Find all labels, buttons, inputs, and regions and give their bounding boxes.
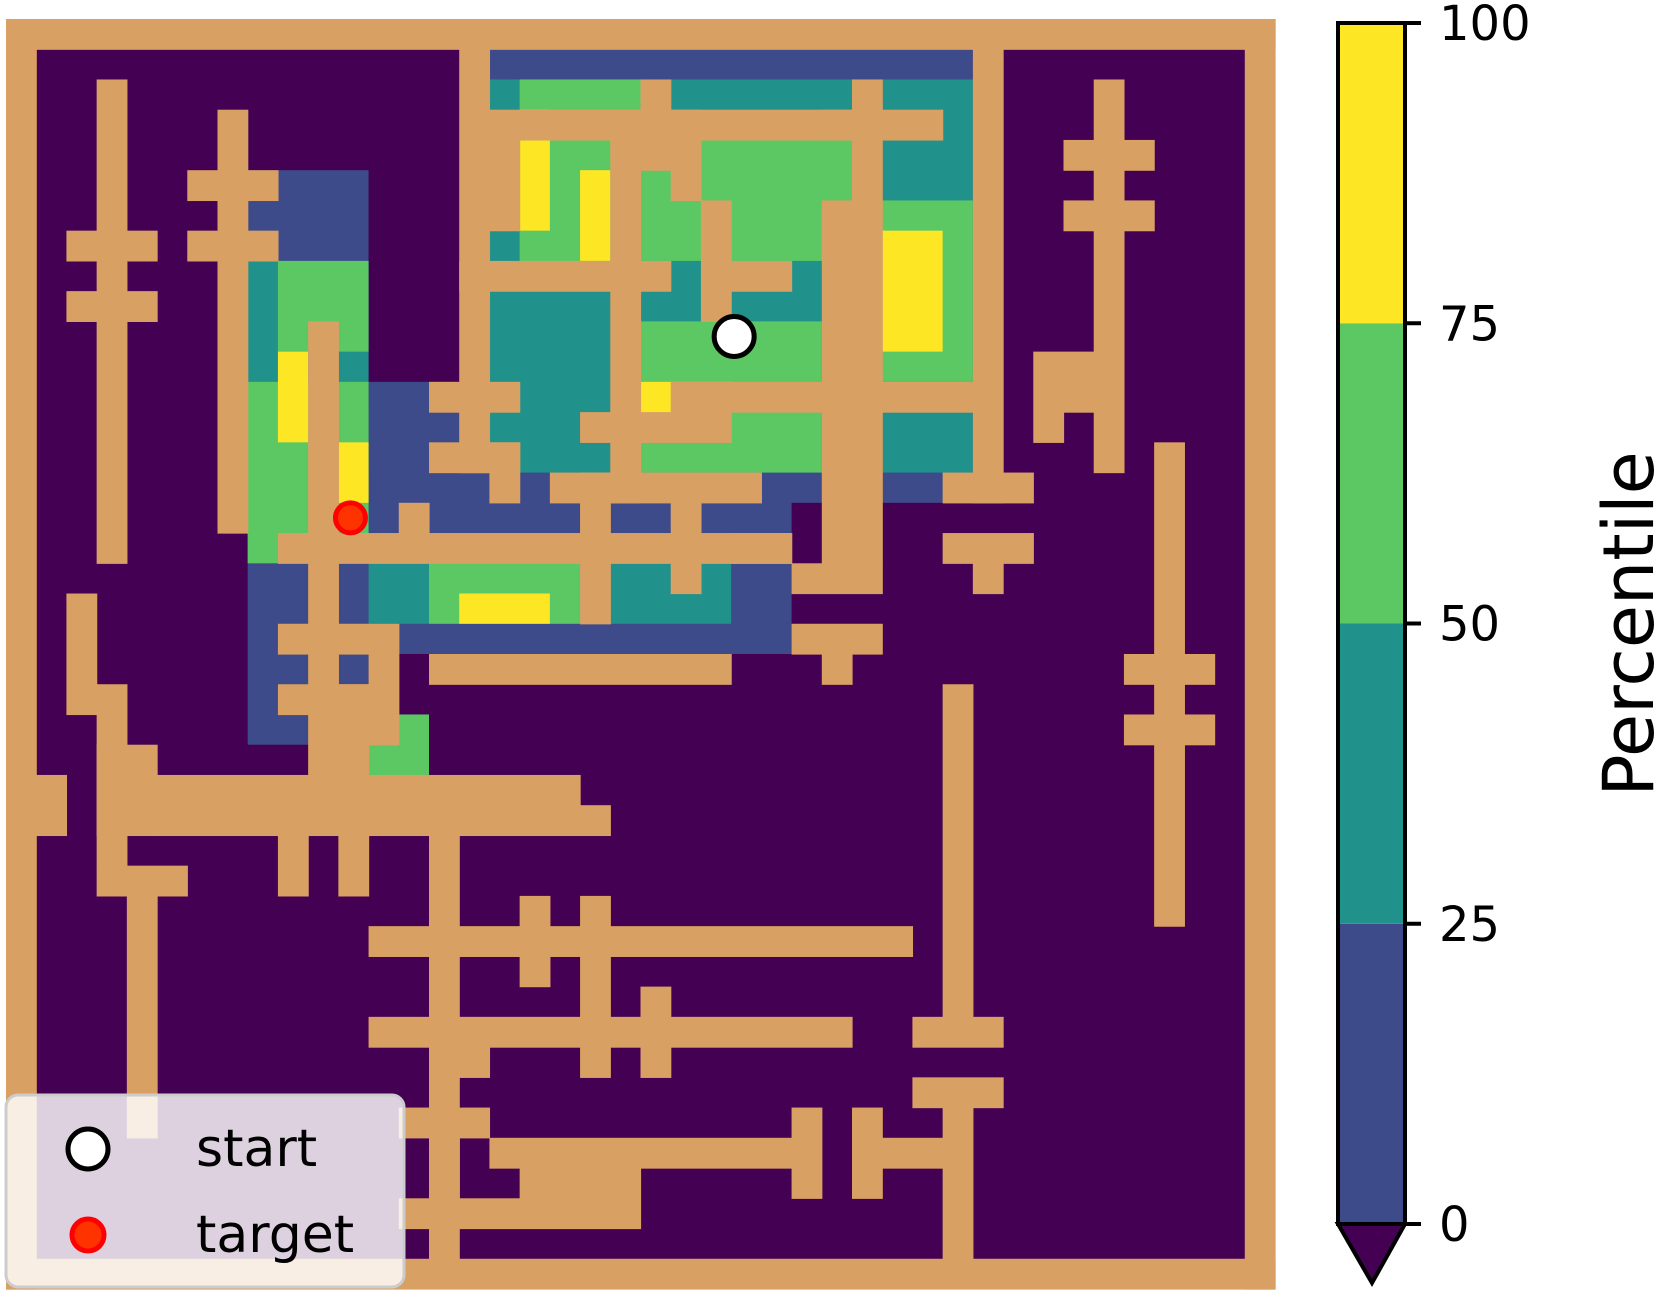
legend-target-label: target [196,1205,354,1265]
colorbar: 0 25 50 75 100 Percentile [1334,0,1661,1288]
colorbar-tick-label: 100 [1439,0,1531,52]
maze-wall [96,865,188,897]
maze-wall [580,412,732,443]
legend-target-marker [69,1216,107,1254]
maze-wall [791,1107,823,1199]
maze-wall [66,593,98,716]
markers-layer [332,314,757,536]
colorbar-tick-label: 75 [1439,296,1500,352]
maze-wall [942,684,974,1018]
maze-wall [942,1107,974,1260]
maze-wall [277,623,370,655]
maze-wall [640,986,672,1078]
maze-wall [972,49,1004,504]
maze-wall [66,291,158,322]
colorbar-bin [1338,623,1405,924]
maze-wall [791,563,883,595]
maze-wall [308,321,339,806]
maze-wall [338,835,370,897]
heat-cell [580,170,611,261]
colorbar-tick-label: 0 [1439,1197,1470,1253]
legend-start-label: start [196,1119,317,1179]
maze-wall [6,19,1276,50]
heat-cell [459,593,550,624]
legend-start-marker [65,1126,111,1172]
maze-wall [731,533,793,564]
maze-wall [852,79,883,564]
maze-wall [821,109,853,141]
maze-wall [670,381,974,413]
maze-wall [1063,381,1095,413]
start-marker [711,314,757,359]
colorbar-ticks: 0 25 50 75 100 [1405,0,1531,1253]
maze-wall [96,744,158,837]
maze-wall [429,1047,491,1078]
maze-wall [368,1016,853,1048]
maze-wall [429,381,521,413]
target-marker [332,500,368,536]
maze-wall [942,472,1034,504]
maze-wall [1244,19,1276,1290]
maze-wall [1123,654,1216,685]
maze-wall [157,805,611,837]
maze-wall [489,442,521,504]
maze-wall [670,109,702,202]
maze-wall [519,1168,642,1199]
maze-wall [489,1137,793,1169]
maze-wall [1123,714,1216,746]
maze-wall [1063,139,1155,171]
maze-wall [187,170,279,202]
maze-wall [398,502,430,534]
colorbar-tick-label: 25 [1439,897,1500,953]
maze-wall [972,563,1004,595]
maze-wall [912,1077,1004,1109]
colorbar-bin [1338,23,1405,324]
maze-wall [670,502,702,595]
maze-wall [36,774,68,837]
colorbar-bin [1338,923,1405,1224]
maze-wall [640,79,672,171]
maze-wall [912,1016,1004,1048]
maze-wall [398,1198,642,1230]
maze-wall [519,895,551,988]
maze-wall [1063,351,1095,383]
maze-wall [187,230,279,262]
colorbar-bins [1338,23,1405,1224]
legend: start target [4,1093,406,1289]
maze-wall [1063,200,1155,232]
maze-heatmap [6,19,1276,1290]
maze-wall [6,19,37,1290]
maze-wall [852,1107,883,1199]
heat-cell [338,442,369,503]
maze-wall [1093,79,1125,474]
maze-wall [368,926,914,957]
colorbar-tick-label: 50 [1439,597,1500,653]
maze-wall [1033,351,1065,443]
colorbar-label: Percentile [1588,451,1661,796]
maze-wall [429,654,732,685]
maze-wall [66,230,158,262]
maze-wall [821,654,853,685]
maze-wall [610,109,642,504]
maze-wall [157,774,581,806]
maze-wall [368,623,400,746]
heat-cell [882,230,943,352]
maze-wall [489,109,521,232]
colorbar-extend-triangle [1334,1222,1409,1288]
heat-cell [277,351,309,443]
maze-wall [277,533,793,564]
maze-wall [277,835,309,897]
maze-wall [731,260,793,292]
colorbar-bin [1338,323,1405,624]
maze-wall [700,200,732,322]
maze-wall [580,895,611,1078]
maze-wall [398,1107,491,1139]
maze-wall [882,1137,944,1169]
maze-wall [942,533,1034,564]
maze-wall [791,623,883,655]
